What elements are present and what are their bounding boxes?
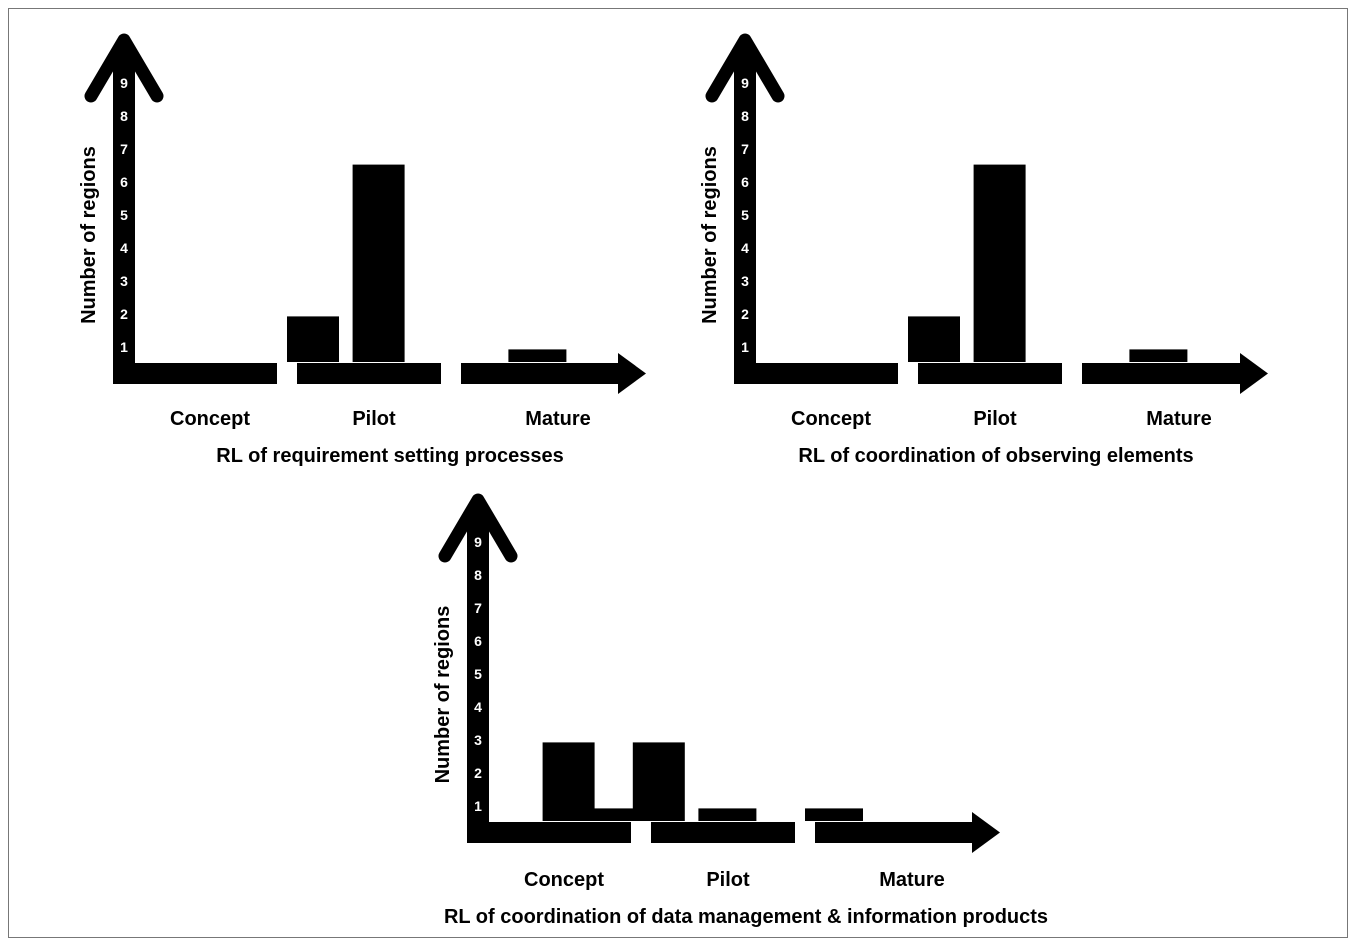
y-axis-shaft <box>113 48 135 384</box>
y-tick-label: 3 <box>474 732 482 748</box>
y-tick-label: 1 <box>741 339 749 355</box>
y-axis-label: Number of regions <box>432 606 454 784</box>
y-tick-label: 6 <box>120 174 128 190</box>
y-tick-label: 8 <box>120 108 128 124</box>
x-axis-segment <box>133 363 277 384</box>
bar <box>805 808 863 821</box>
x-axis-segment <box>487 822 631 843</box>
y-tick-label: 3 <box>120 273 128 289</box>
x-axis-segment <box>461 363 618 384</box>
x-category-label: Pilot <box>706 869 750 891</box>
bar <box>698 808 757 821</box>
bar <box>508 349 567 362</box>
x-axis-arrowhead <box>1240 353 1268 394</box>
y-tick-label: 7 <box>741 141 749 157</box>
y-tick-label: 8 <box>741 108 749 124</box>
y-tick-label: 5 <box>741 207 749 223</box>
y-tick-label: 9 <box>474 534 482 550</box>
chart-2: 1 2 3 4 5 6 7 8 9 Number of regions Concept Pilot Ma… <box>699 33 1268 467</box>
x-axis-segment <box>754 363 898 384</box>
y-tick-label: 3 <box>741 273 749 289</box>
bar <box>973 164 1026 362</box>
x-axis-arrowhead <box>618 353 646 394</box>
y-axis-arrowhead <box>438 493 518 563</box>
y-tick-label: 9 <box>741 75 749 91</box>
x-axis-segment <box>297 363 441 384</box>
x-axis-segment <box>918 363 1062 384</box>
y-tick-label: 6 <box>474 633 482 649</box>
x-axis-segment <box>815 822 972 843</box>
bar <box>542 742 595 821</box>
figure-frame <box>8 8 1348 938</box>
x-axis-origin <box>467 822 491 843</box>
y-tick-label: 2 <box>741 306 749 322</box>
x-axis-arrowhead <box>972 812 1000 853</box>
chart-3: 1 2 3 4 5 6 7 8 9 Number of regions Concept Pilot Ma… <box>432 493 1048 928</box>
y-tick-label: 5 <box>120 207 128 223</box>
y-tick-label: 7 <box>474 600 482 616</box>
x-category-label: Concept <box>791 408 871 430</box>
x-axis-origin <box>113 363 137 384</box>
y-tick-label: 9 <box>120 75 128 91</box>
y-axis-shaft <box>467 508 489 843</box>
chart-title: RL of requirement setting processes <box>216 445 564 467</box>
y-tick-label: 2 <box>120 306 128 322</box>
x-category-label: Pilot <box>352 408 396 430</box>
chart-title: RL of coordination of data management & … <box>444 906 1048 928</box>
chart-title: RL of coordination of observing elements <box>798 445 1193 467</box>
y-tick-label: 1 <box>120 339 128 355</box>
x-category-label: Mature <box>525 408 591 430</box>
y-tick-label: 4 <box>120 240 128 256</box>
y-tick-label: 4 <box>474 699 482 715</box>
x-category-label: Concept <box>524 869 604 891</box>
x-axis-origin <box>734 363 758 384</box>
chart-1: 1 2 3 4 5 6 7 8 9 Number of regions Concept Pilot Ma… <box>78 33 646 467</box>
bar <box>352 164 405 362</box>
y-axis-arrowhead <box>84 33 164 103</box>
y-axis-label: Number of regions <box>78 146 100 324</box>
x-category-label: Mature <box>879 869 945 891</box>
x-axis-segment <box>651 822 795 843</box>
y-tick-label: 1 <box>474 798 482 814</box>
y-axis-shaft <box>734 48 756 384</box>
y-axis-label: Number of regions <box>699 146 721 324</box>
x-category-label: Pilot <box>973 408 1017 430</box>
y-axis-arrowhead <box>705 33 785 103</box>
x-axis-segment <box>1082 363 1240 384</box>
bar <box>908 316 960 362</box>
bar <box>287 316 339 362</box>
x-category-label: Concept <box>170 408 250 430</box>
x-category-label: Mature <box>1146 408 1212 430</box>
y-tick-label: 5 <box>474 666 482 682</box>
y-tick-label: 7 <box>120 141 128 157</box>
y-tick-label: 8 <box>474 567 482 583</box>
bar <box>1129 349 1188 362</box>
bar <box>632 742 685 821</box>
y-tick-label: 2 <box>474 765 482 781</box>
y-tick-label: 6 <box>741 174 749 190</box>
y-tick-label: 4 <box>741 240 749 256</box>
